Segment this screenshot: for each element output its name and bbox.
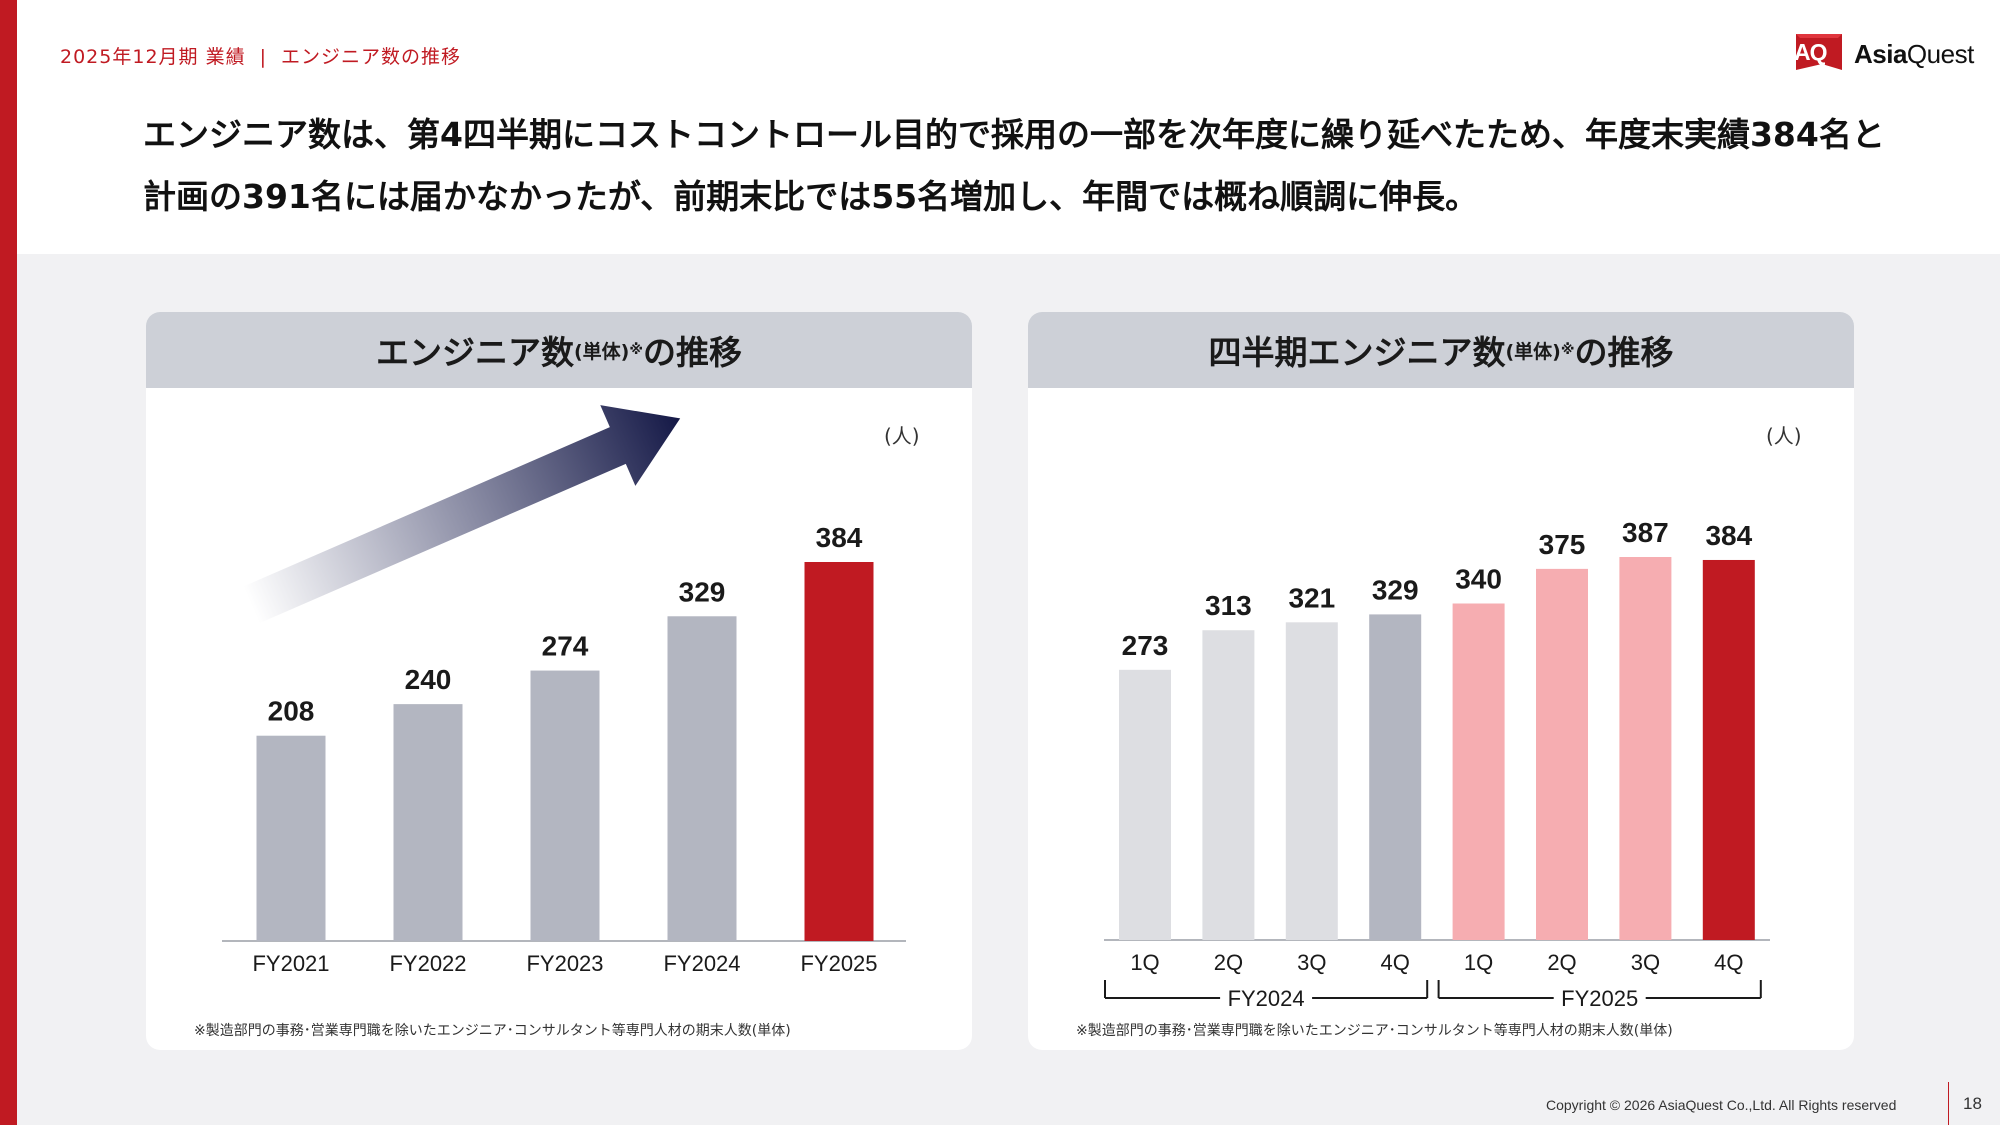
logo-name-regular: Quest [1906,39,1974,69]
group-label-fy2024: FY2024 [1228,986,1305,1011]
tick-label-fy2022: FY2022 [389,951,466,976]
quarterly-unit-label: (人) [1766,424,1802,448]
group-bracket-fy2025: FY2025 [1437,980,1762,1011]
tick-label-fy2023: FY2023 [526,951,603,976]
group-bracket-fy2024: FY2024 [1104,980,1429,1011]
bar-fy2024-2q [1202,630,1255,940]
quarterly-engineers-chart: 273 1Q 313 2Q 321 3Q 329 4Q 340 1Q 375 2Q 387 3Q 384 4Q… [1104,517,1770,1011]
data-label-fy2024-3q: 321 [1288,582,1335,613]
annual-title-tail: の推移 [643,333,742,372]
quarterly-title-tail: の推移 [1574,333,1674,372]
headline-line-2: 計画の391名には届かなかったが、前期末比では55名増加し、年間では概ね順調に伸… [143,177,1479,216]
logo-wordmark: AsiaQuest [1854,39,1974,70]
tick-label-fy2021: FY2021 [252,951,329,976]
tick-label-fy2025-3q: 3Q [1631,950,1660,975]
bar-fy2021 [256,735,326,941]
data-label-fy2025-4q: 384 [1705,520,1752,551]
flag-icon [1796,34,1842,70]
bar-fy2025-2q [1536,568,1588,940]
breadcrumb-period: 2025年12月期 業績 [60,46,246,68]
bar-fy2024-1q [1119,669,1171,940]
data-label-fy2024-1q: 273 [1122,630,1169,661]
bar-fy2025-3q [1619,557,1672,940]
data-label-fy2024-2q: 313 [1205,590,1252,621]
tick-label-fy2024-3q: 3Q [1297,950,1326,975]
bar-fy2022 [393,704,463,941]
data-label-fy2025-3q: 387 [1622,517,1669,548]
quarterly-engineers-panel: 273 1Q 313 2Q 321 3Q 329 4Q 340 1Q 375 2Q 387 3Q 384 4Q… [1028,312,1854,1050]
page-number-divider [1948,1082,1949,1125]
breadcrumb-topic: エンジニア数の推移 [280,46,461,68]
data-label-fy2024-4q: 329 [1372,574,1419,605]
headline-line-1: エンジニア数は、第4四半期にコストコントロール目的で採用の一部を次年度に繰り延べ… [143,115,1885,154]
tick-label-fy2025-4q: 4Q [1714,950,1743,975]
logo-name-bold: Asia [1854,39,1907,69]
tick-label-fy2025: FY2025 [800,951,877,976]
annual-unit-label: (人) [884,424,920,448]
tick-label-fy2024-2q: 2Q [1214,950,1243,975]
data-label-fy2023: 274 [542,631,589,662]
tick-label-fy2024: FY2024 [663,951,740,976]
bar-fy2023 [530,670,600,941]
quarterly-title-small: (単体) [1505,340,1561,363]
header-band [17,0,2000,254]
annual-title-mark: ※ [629,342,643,358]
quarterly-panel-title: 四半期エンジニア数 (単体) ※ の推移 [1028,312,1854,388]
data-label-fy2021: 208 [268,696,315,727]
data-label-fy2025-1q: 340 [1455,564,1502,595]
annual-footnote: ※製造部門の事務･営業専門職を除いたエンジニア･コンサルタント等専門人材の期末人… [194,1023,791,1039]
quarterly-footnote: ※製造部門の事務･営業専門職を除いたエンジニア･コンサルタント等専門人材の期末人… [1076,1023,1673,1039]
data-label-fy2025-2q: 375 [1539,529,1586,560]
bar-fy2024-3q [1285,622,1338,940]
bar-fy2025 [804,562,874,941]
trend-arrow-shape [243,405,681,624]
bar-fy2024-4q [1369,614,1422,940]
bar-fy2025-4q [1702,559,1755,940]
annual-engineers-chart: 208 FY2021 240 FY2022 274 FY2023 329 FY2024 384 F… [222,405,906,976]
trend-arrow-icon [243,405,681,624]
quarterly-title-main: 四半期エンジニア数 [1208,333,1506,372]
data-label-fy2025: 384 [816,522,863,553]
breadcrumb-separator: | [259,46,267,68]
headline: エンジニア数は、第4四半期にコストコントロール目的で採用の一部を次年度に繰り延べ… [143,104,1943,228]
group-label-fy2025: FY2025 [1561,986,1638,1011]
accent-bar [0,0,17,1125]
quarterly-title-mark: ※ [1560,342,1575,358]
tick-label-fy2025-2q: 2Q [1547,950,1576,975]
data-label-fy2022: 240 [405,664,452,695]
copyright: Copyright © 2026 AsiaQuest Co.,Ltd. All … [1546,1097,1897,1113]
annual-title-small: (単体) [574,340,630,363]
tick-label-fy2025-1q: 1Q [1464,950,1493,975]
logo-mark: AQ [1794,39,1827,65]
annual-engineers-panel: 208 FY2021 240 FY2022 274 FY2023 329 FY2024 384 F… [146,312,972,1050]
breadcrumb: 2025年12月期 業績 | エンジニア数の推移 [60,42,461,69]
data-label-fy2024: 329 [679,576,726,607]
bar-fy2025-1q [1452,603,1505,940]
annual-title-main: エンジニア数 [376,333,574,372]
company-logo: AQ AsiaQuest [1792,30,1974,78]
tick-label-fy2024-4q: 4Q [1381,950,1410,975]
page-number: 18 [1963,1094,1982,1113]
annual-panel-title: エンジニア数 (単体) ※ の推移 [146,312,972,388]
bar-fy2024 [667,616,737,941]
tick-label-fy2024-1q: 1Q [1130,950,1159,975]
